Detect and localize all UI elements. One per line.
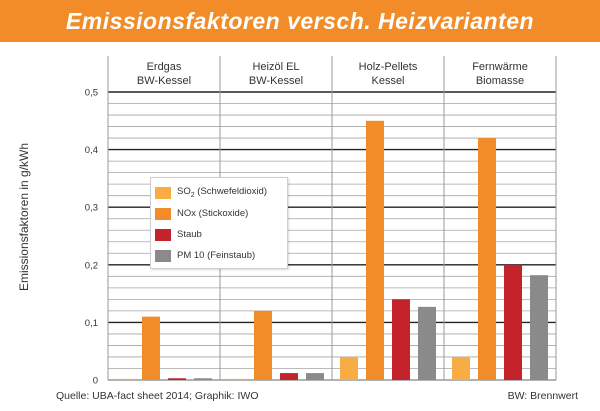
- legend-label-nox: NOx (Stickoxide): [177, 208, 249, 219]
- legend-label-staub: Staub: [177, 229, 202, 240]
- category-label: Erdgas: [147, 61, 182, 73]
- page-title: Emissionsfaktoren versch. Heizvarianten: [65, 8, 535, 34]
- legend-swatch-staub: [155, 228, 171, 241]
- category-label: Biomasse: [476, 75, 524, 87]
- legend-item-so2: SO2 (Schwefeldioxid): [155, 182, 287, 203]
- legend-label-so2: SO2 (Schwefeldioxid): [177, 186, 267, 199]
- category-label: Kessel: [371, 75, 404, 87]
- y-tick-label: 0: [93, 376, 98, 387]
- bar: [142, 316, 160, 380]
- bar: [254, 310, 272, 380]
- header-bar: [0, 0, 600, 42]
- category-label: Fernwärme: [472, 61, 528, 73]
- legend-swatch-pm10: [155, 249, 171, 262]
- bar: [418, 306, 436, 380]
- y-tick-label: 0,4: [85, 145, 98, 156]
- bar: [452, 356, 470, 380]
- bar: [504, 264, 522, 380]
- category-label: BW-Kessel: [137, 75, 191, 87]
- bar: [366, 120, 384, 381]
- y-tick-label: 0,5: [85, 88, 98, 99]
- bar: [478, 138, 496, 380]
- category-label: BW-Kessel: [249, 75, 303, 87]
- legend-item-pm10: PM 10 (Feinstaub): [155, 245, 287, 266]
- bar: [228, 378, 246, 380]
- bar: [306, 373, 324, 380]
- category-label: Heizöl EL: [252, 61, 299, 73]
- chart-legend: SO2 (Schwefeldioxid) NOx (Stickoxide) St…: [150, 177, 288, 269]
- category-label: Holz-Pellets: [359, 61, 418, 73]
- y-tick-label: 0,1: [85, 318, 98, 329]
- legend-swatch-so2: [155, 186, 171, 199]
- legend-item-nox: NOx (Stickoxide): [155, 203, 287, 224]
- bar: [194, 378, 212, 380]
- bar: [530, 275, 548, 380]
- footer-source: Quelle: UBA-fact sheet 2014; Graphik: IW…: [56, 390, 259, 402]
- footer-note: BW: Brennwert: [507, 390, 578, 402]
- bar: [116, 378, 134, 380]
- bar: [392, 299, 410, 380]
- legend-swatch-nox: [155, 207, 171, 220]
- y-tick-label: 0,3: [85, 203, 98, 214]
- bar: [340, 356, 358, 380]
- y-tick-label: 0,2: [85, 260, 98, 271]
- legend-label-pm10: PM 10 (Feinstaub): [177, 250, 256, 261]
- bar: [280, 373, 298, 380]
- bar: [168, 378, 186, 380]
- legend-item-staub: Staub: [155, 224, 287, 245]
